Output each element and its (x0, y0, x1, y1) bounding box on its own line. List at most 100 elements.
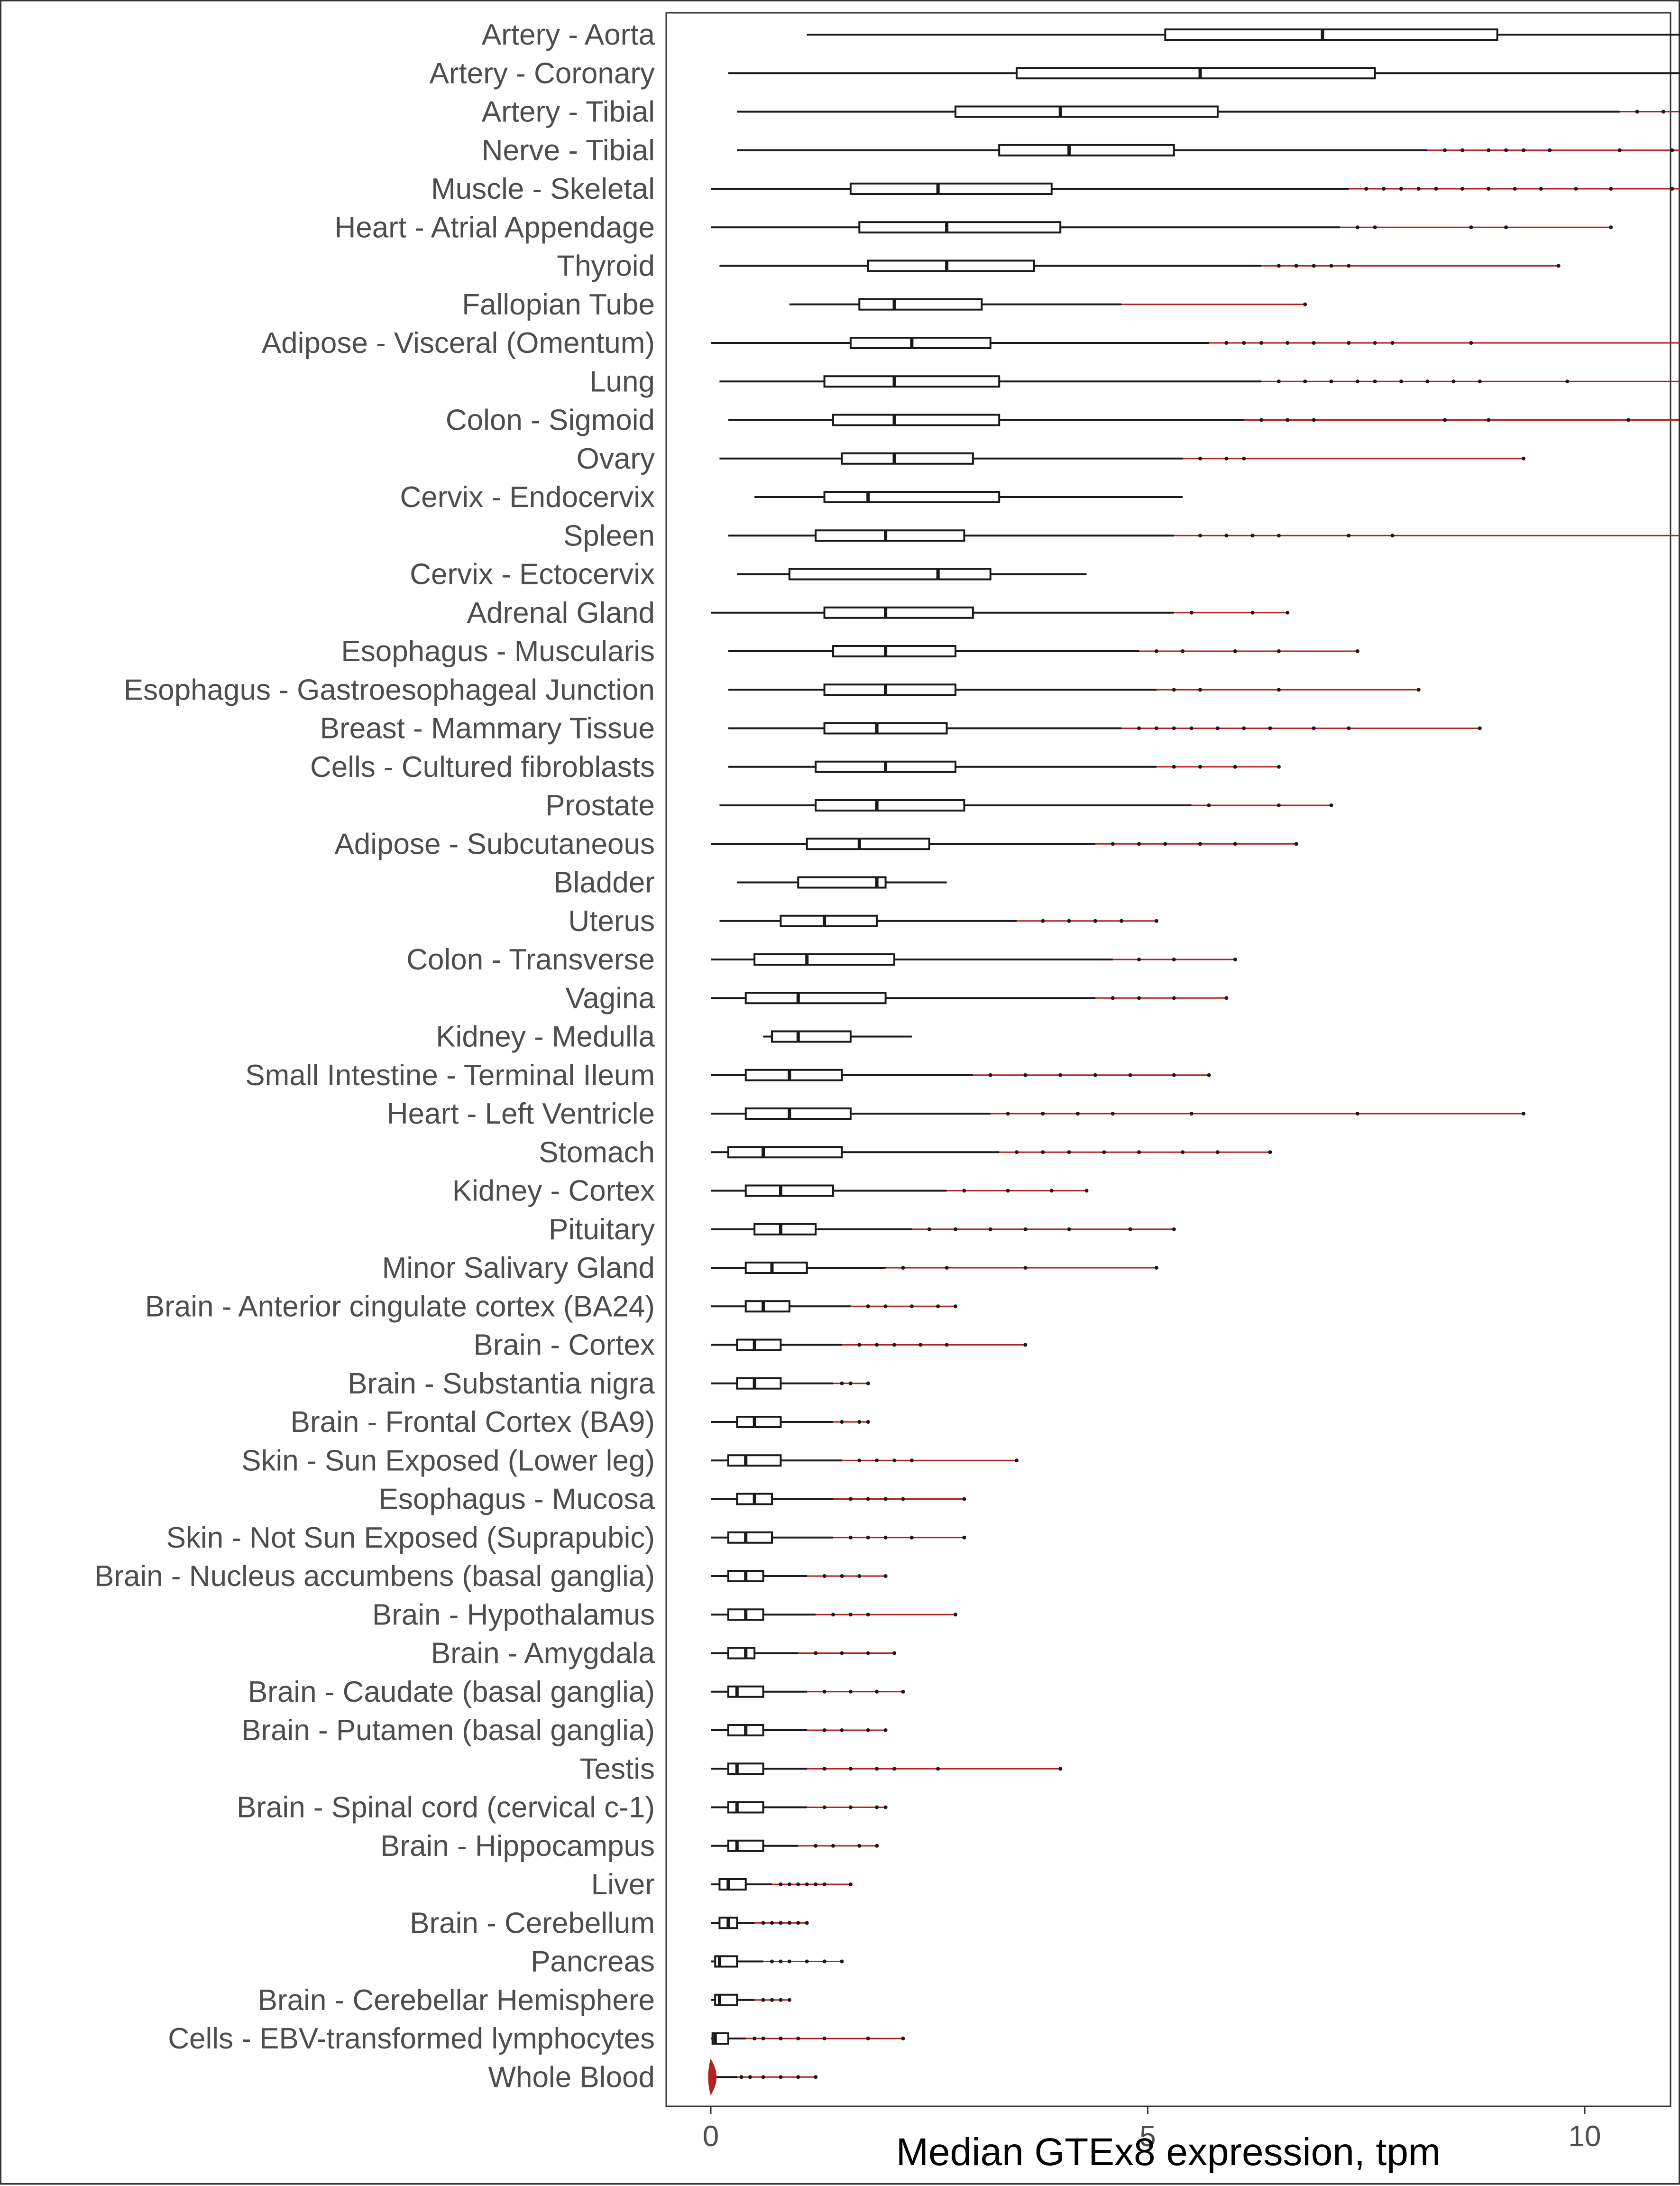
outlier-point (1355, 379, 1359, 384)
category-label-kidney-medulla: Kidney - Medulla (436, 1021, 655, 1053)
outlier-point (1198, 765, 1203, 769)
outlier-point (866, 2037, 870, 2040)
category-label-colon-sigmoid: Colon - Sigmoid (446, 404, 655, 437)
outlier-point (1233, 649, 1237, 653)
iqr-box (823, 683, 957, 696)
outlier-point (1250, 610, 1255, 615)
outlier-point (927, 1227, 931, 1231)
iqr-box (727, 1146, 843, 1159)
outlier-point (883, 1728, 888, 1732)
outlier-point (1268, 1150, 1272, 1154)
outlier-point (1189, 726, 1193, 730)
outlier-point (1451, 379, 1456, 384)
category-label-colon-transverse: Colon - Transverse (406, 943, 655, 976)
box-spleen (728, 529, 1680, 542)
outlier-point (770, 1959, 774, 1964)
outlier-point (1049, 1189, 1054, 1193)
outlier-point (1390, 534, 1395, 538)
iqr-box (727, 1685, 764, 1698)
outlier-point (866, 1651, 870, 1655)
box-fallopian-tube (789, 298, 1307, 311)
iqr-box (955, 105, 1219, 118)
box-breast-mammary-tissue (728, 722, 1482, 735)
category-label-brain-amygdala: Brain - Amygdala (431, 1637, 655, 1670)
outlier-point (892, 1343, 897, 1347)
outlier-point (883, 1574, 888, 1578)
category-label-thyroid: Thyroid (557, 250, 655, 283)
category-label-esophagus-muscularis: Esophagus - Muscularis (341, 635, 655, 668)
outlier-point (1565, 379, 1570, 384)
outlier-point (1172, 958, 1176, 961)
outlier-point (1058, 1073, 1063, 1077)
outlier-point (1041, 919, 1045, 923)
iqr-box (1016, 67, 1376, 80)
outlier-point (1224, 456, 1229, 461)
plot-marks (708, 28, 1680, 2095)
box-cervix-ectocervix (737, 568, 1087, 581)
iqr-box (727, 1839, 764, 1852)
outlier-point (1137, 1150, 1141, 1154)
outlier-point (1425, 379, 1430, 384)
outlier-point (1102, 1150, 1106, 1154)
outlier-point (1128, 1073, 1132, 1077)
outlier-point (1067, 1227, 1071, 1231)
outlier-point (748, 2075, 752, 2079)
outlier-point (1276, 688, 1281, 692)
box-artery-coronary (728, 67, 1680, 80)
outlier-point (1189, 610, 1193, 615)
outlier-point (787, 1959, 791, 1964)
outlier-point (840, 1651, 844, 1655)
outlier-point (1137, 842, 1141, 846)
outlier-point (796, 1921, 800, 1925)
outlier-point (954, 1227, 958, 1231)
outlier-point (1111, 996, 1115, 1000)
category-label-lung: Lung (589, 365, 655, 398)
outlier-point (1268, 726, 1272, 730)
outlier-point (761, 2075, 765, 2079)
outlier-point (1015, 1458, 1019, 1463)
outlier-point (848, 1613, 853, 1617)
category-label-vagina: Vagina (566, 982, 655, 1015)
category-label-liver: Liver (591, 1868, 655, 1901)
iqr-box (744, 1069, 843, 1081)
outlier-point (1067, 1150, 1071, 1154)
outlier-point (1329, 379, 1333, 384)
category-label-adipose-subcutaneous: Adipose - Subcutaneous (334, 828, 655, 860)
iqr-box (771, 1030, 852, 1043)
outlier-point (1347, 341, 1351, 345)
outlier-point (1259, 341, 1264, 345)
outlier-point (1460, 187, 1464, 191)
outlier-point (787, 1882, 791, 1886)
iqr-box (858, 298, 983, 311)
outlier-point (1487, 148, 1491, 152)
outlier-point (1399, 379, 1403, 384)
outlier-point (1137, 958, 1141, 961)
box-minor-salivary-gland (711, 1262, 1158, 1274)
box-adipose-visceral-omentum (711, 337, 1680, 349)
outlier-point (1058, 1767, 1063, 1771)
category-label-brain-cerebellum: Brain - Cerebellum (410, 1907, 655, 1939)
outlier-point (962, 1189, 966, 1193)
category-label-brain-hippocampus: Brain - Hippocampus (380, 1830, 655, 1863)
outlier-point (1154, 649, 1158, 653)
outlier-point (1137, 996, 1141, 1000)
x-tick-label-10: 10 (1569, 2120, 1601, 2153)
outlier-point (1172, 996, 1176, 1000)
outlier-point (1355, 1112, 1359, 1116)
category-label-breast-mammary-tissue: Breast - Mammary Tissue (320, 712, 655, 745)
outlier-point (1679, 418, 1680, 422)
outlier-point (739, 2075, 744, 2079)
outlier-point (1347, 726, 1351, 730)
box-cells-cultured-fibroblasts (728, 760, 1281, 773)
outlier-point (848, 1497, 853, 1501)
category-label-pituitary: Pituitary (549, 1213, 655, 1246)
outlier-point (1276, 649, 1281, 653)
x-axis: 05101520 (703, 2106, 1601, 2153)
outlier-point (1285, 418, 1290, 422)
category-label-cells-ebv-transformed-lymphocytes: Cells - EBV-transformed lymphocytes (168, 2022, 655, 2055)
outlier-point (875, 1767, 879, 1771)
outlier-point (945, 1343, 949, 1347)
iqr-box (823, 491, 1001, 503)
outlier-point (840, 1420, 844, 1424)
outlier-point (1469, 225, 1473, 230)
